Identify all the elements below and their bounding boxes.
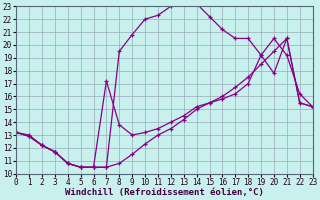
X-axis label: Windchill (Refroidissement éolien,°C): Windchill (Refroidissement éolien,°C) [65,188,264,197]
